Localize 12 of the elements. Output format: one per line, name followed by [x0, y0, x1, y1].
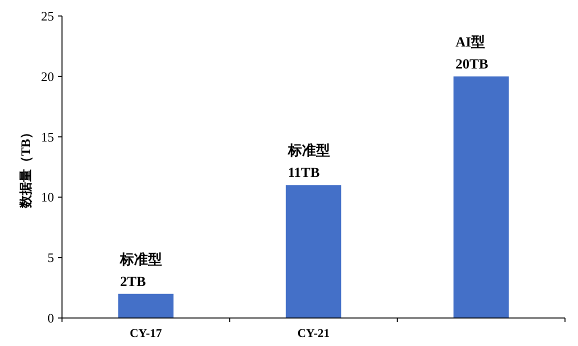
- y-axis-title: 数据量（TB）: [18, 126, 33, 210]
- y-tick-label: 0: [48, 310, 54, 326]
- y-tick-label: 5: [48, 250, 54, 266]
- data-label: AI型 20TB: [456, 34, 488, 72]
- y-tick-label: 10: [41, 190, 54, 205]
- x-tick-label: CY-17: [130, 326, 162, 340]
- data-label: 标准型 2TB: [119, 252, 162, 290]
- y-tick-label: 20: [41, 68, 54, 84]
- y-tick-label: 15: [41, 129, 54, 144]
- y-tick-label: 25: [41, 8, 54, 24]
- x-tick-label: CY-21: [297, 326, 330, 340]
- data-label: 标准型 11TB: [286, 143, 330, 182]
